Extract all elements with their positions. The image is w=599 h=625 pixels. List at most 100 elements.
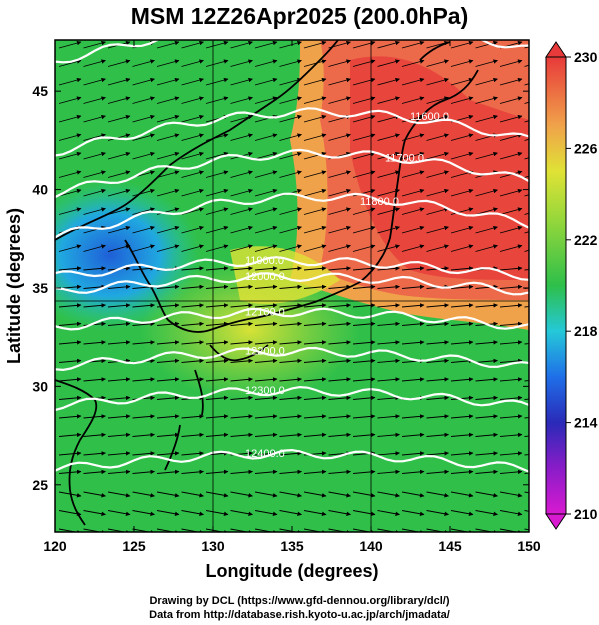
streamline-segment — [475, 377, 498, 382]
streamline-segment — [279, 340, 302, 345]
temperature-field — [55, 40, 529, 532]
streamline-segment — [401, 469, 425, 475]
streamline-segment — [156, 469, 180, 475]
y-tick-label: 45 — [32, 83, 48, 99]
streamline-segment — [499, 321, 523, 327]
streamline-segment — [475, 284, 498, 290]
streamline-segment — [303, 303, 327, 308]
streamline-segment — [254, 469, 278, 475]
streamline-segment — [107, 528, 131, 532]
streamline-segment — [205, 188, 229, 197]
streamline-segment — [426, 358, 449, 364]
streamline-segment — [132, 451, 155, 456]
contour-label: 12100.0 — [245, 306, 285, 318]
streamline-segment — [328, 207, 351, 215]
streamline-segment — [230, 510, 253, 516]
streamline-segment — [524, 343, 529, 345]
streamline-segment — [524, 231, 529, 234]
streamline-segment — [254, 510, 278, 516]
streamline-segment — [181, 114, 204, 123]
streamline-segment — [205, 170, 229, 178]
streamline-segment — [181, 77, 204, 86]
contour-line — [55, 40, 529, 64]
streamline-segment — [352, 510, 376, 516]
streamline-segment — [499, 432, 523, 438]
streamline-segment — [156, 451, 180, 456]
streamline-segment — [450, 151, 474, 160]
streamline-segment — [475, 59, 498, 67]
streamline-segment — [107, 303, 131, 308]
streamline-segment — [499, 244, 523, 252]
streamline-segment — [524, 194, 529, 197]
x-tick-label: 135 — [280, 538, 304, 554]
streamline-segment — [58, 451, 82, 456]
streamline-segment — [156, 151, 180, 160]
streamline-segment — [401, 510, 425, 516]
streamline-segment — [156, 77, 180, 86]
streamline-segment — [230, 225, 253, 234]
streamline-segment — [524, 175, 529, 178]
streamline-segment — [279, 510, 302, 516]
streamline-segment — [475, 414, 498, 419]
streamline-segment — [401, 491, 425, 498]
streamline-segment — [254, 284, 278, 290]
streamline-segment — [58, 377, 82, 382]
streamline-segment — [156, 340, 180, 345]
streamline-segment — [254, 321, 278, 327]
streamline-segment — [132, 59, 155, 67]
streamline-segment — [156, 114, 180, 123]
streamline-segment — [181, 133, 204, 141]
streamline-segment — [181, 414, 204, 419]
streamline-segment — [83, 40, 106, 49]
streamline-segment — [303, 510, 327, 516]
streamline-segment — [499, 414, 523, 419]
streamline-segment — [524, 120, 529, 123]
streamline-segment — [254, 244, 278, 252]
streamline-segment — [377, 340, 400, 345]
streamline-segment — [181, 491, 204, 498]
streamline-segment — [450, 510, 474, 516]
x-axis-ticks: 120 125 130 135 140 145 150 — [43, 40, 541, 554]
grid-lines — [55, 40, 529, 532]
streamline-segment — [401, 321, 425, 327]
streamline-segment — [181, 303, 204, 308]
x-tick-label: 125 — [122, 538, 146, 554]
streamline-segment — [254, 170, 278, 178]
streamline-segment — [426, 395, 449, 401]
streamline-segment — [181, 40, 204, 49]
streamline-segment — [156, 321, 180, 327]
streamline-segment — [181, 432, 204, 438]
streamline-segment — [205, 528, 229, 532]
streamline-segment — [426, 528, 449, 532]
streamline-segment — [475, 244, 498, 252]
streamline-segment — [83, 340, 106, 345]
streamline-segment — [352, 358, 376, 364]
contour-line — [55, 272, 529, 296]
contour-line — [55, 307, 529, 331]
streamline-segment — [328, 266, 351, 271]
streamline-segment — [279, 266, 302, 271]
streamline-segment — [303, 225, 327, 234]
streamline-segment — [499, 151, 523, 160]
streamline-segment — [230, 303, 253, 308]
contour-label: 12000.0 — [245, 271, 285, 283]
streamline-segment — [58, 321, 82, 327]
streamline-segment — [132, 432, 155, 438]
colorbar-max-arrow — [545, 41, 567, 58]
streamline-segment — [352, 151, 376, 160]
streamline-segment — [230, 340, 253, 345]
streamline-segment — [230, 432, 253, 438]
height-contours: 11500.0 11600.0 11700.0 11800.0 11900.0 12000… — [55, 40, 529, 473]
streamline-segment — [475, 188, 498, 197]
streamline-segment — [230, 77, 253, 86]
contour-line — [55, 107, 529, 157]
streamline-segment — [328, 96, 351, 104]
streamline-segment — [254, 188, 278, 197]
streamline-segment — [254, 432, 278, 438]
streamline-segment — [58, 151, 82, 160]
streamline-segment — [328, 395, 351, 401]
streamline-segment — [279, 244, 302, 252]
contour-label: 12400.0 — [245, 448, 285, 460]
streamline-segment — [156, 303, 180, 308]
streamline-segment — [279, 59, 302, 67]
